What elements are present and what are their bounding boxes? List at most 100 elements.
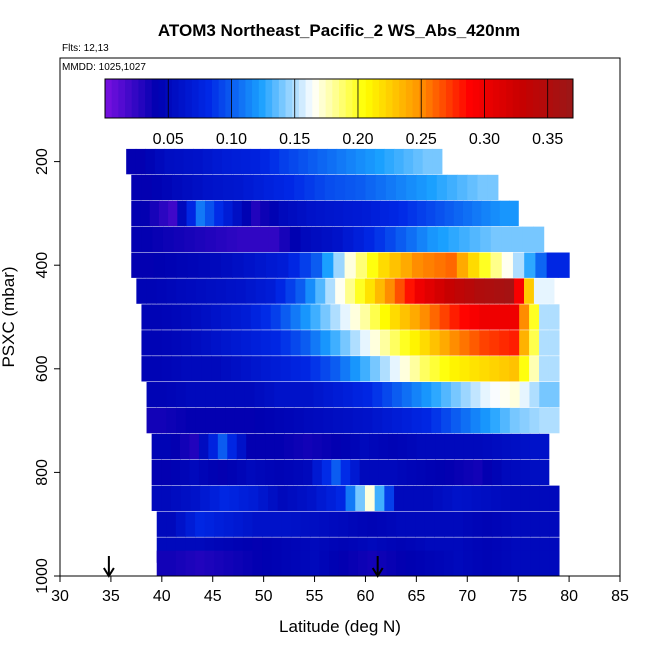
heatmap-cell [533,226,545,252]
heatmap-cell [342,407,354,434]
heatmap-cell [297,485,308,511]
heatmap-cell [459,356,471,382]
colorbar-segment [332,79,340,118]
heatmap-cell [333,407,344,434]
heatmap-cell [255,433,266,460]
heatmap-cell [469,304,480,330]
heatmap-cell [316,485,327,511]
heatmap-cell [324,174,336,201]
colorbar-segment [151,79,159,118]
heatmap-cell [246,459,257,486]
heatmap-cell [268,226,280,252]
heatmap-cell [350,433,361,460]
x-tick-label: 45 [204,588,222,605]
heatmap-cell [388,459,399,486]
heatmap-cell [254,252,267,278]
colorbar-segment [385,79,393,118]
heatmap-cell [202,174,214,201]
heatmap-cell [258,226,270,252]
heatmap-cell [482,459,493,486]
heatmap-cell [171,304,182,330]
heatmap-cell [431,382,442,408]
heatmap-cell [511,511,522,537]
heatmap-cell [168,200,178,227]
heatmap-cell [170,433,181,460]
heatmap-cell [460,382,472,408]
heatmap-cell [434,511,445,537]
heatmap-cell [309,550,321,576]
heatmap-cell [140,200,151,227]
colorbar-segment [492,79,500,118]
heatmap-cell [480,226,492,252]
heatmap-cell [411,382,423,408]
heatmap-cell [514,278,525,304]
heatmap-cell [353,226,365,252]
heatmap-cell [342,226,354,252]
heatmap-cell [209,485,221,511]
heatmap-cell [382,407,393,434]
heatmap-cell [348,537,359,563]
heatmap-cell [284,433,295,460]
heatmap-cell [520,537,531,563]
heatmap-cell [479,356,490,382]
heatmap-cell [405,511,416,537]
heatmap-cell [264,382,275,408]
heatmap-cell [215,278,227,304]
heatmap-cell [411,407,423,434]
heatmap-cell [151,485,162,511]
heatmap-cell [376,511,388,537]
heatmap-cell [246,433,257,460]
heatmap-cell [181,304,192,330]
colorbar-segment [472,79,480,118]
heatmap-cell [450,407,462,434]
heatmap-cell [499,200,510,227]
heatmap-cell [195,382,207,408]
heatmap-cell [320,304,331,330]
heatmap-cell [492,459,503,486]
y-tick-label: 400 [34,252,51,279]
heatmap-cell [389,252,402,278]
heatmap-cell [509,304,520,330]
heatmap-cell [529,356,540,382]
heatmap-cell [500,382,511,408]
heatmap-cell [549,407,560,434]
heatmap-cell [501,226,513,252]
heatmap-cell [302,459,313,486]
heatmap-cell [200,485,211,511]
heatmap-cell [331,459,342,486]
heatmap-cell [141,226,154,252]
heatmap-cell [323,407,334,434]
heatmap-cell [453,550,464,576]
heatmap-cell [429,356,441,382]
heatmap-cell [548,356,560,382]
heatmap-cell [399,330,411,356]
x-tick-label: 35 [102,588,120,605]
heatmap-cell [549,550,560,576]
heatmap-cell [406,459,417,486]
heatmap-cell [156,537,167,563]
heatmap-cell [250,356,262,382]
heatmap-cell [175,537,187,563]
heatmap-cell [319,550,330,576]
heatmap-cell [406,433,417,460]
colorbar-segment [439,79,447,118]
heatmap-cell [415,537,426,563]
heatmap-cell [471,485,482,511]
heatmap-cell [459,330,471,356]
heatmap-cell [388,433,399,460]
heatmap-cell [177,200,188,227]
heatmap-cell [287,200,298,227]
colorbar-segment [111,79,119,118]
heatmap-cell [253,174,265,201]
heatmap-cell [469,330,480,356]
heatmap-cell [386,511,397,537]
heatmap-cell [260,304,272,330]
heatmap-cell [413,485,424,511]
heatmap-cell [313,382,324,408]
heatmap-cell [355,148,366,175]
heatmap-cell [444,200,455,227]
heatmap-cell [421,407,432,434]
heatmap-cell [189,459,200,486]
heatmap-cell [333,200,344,227]
